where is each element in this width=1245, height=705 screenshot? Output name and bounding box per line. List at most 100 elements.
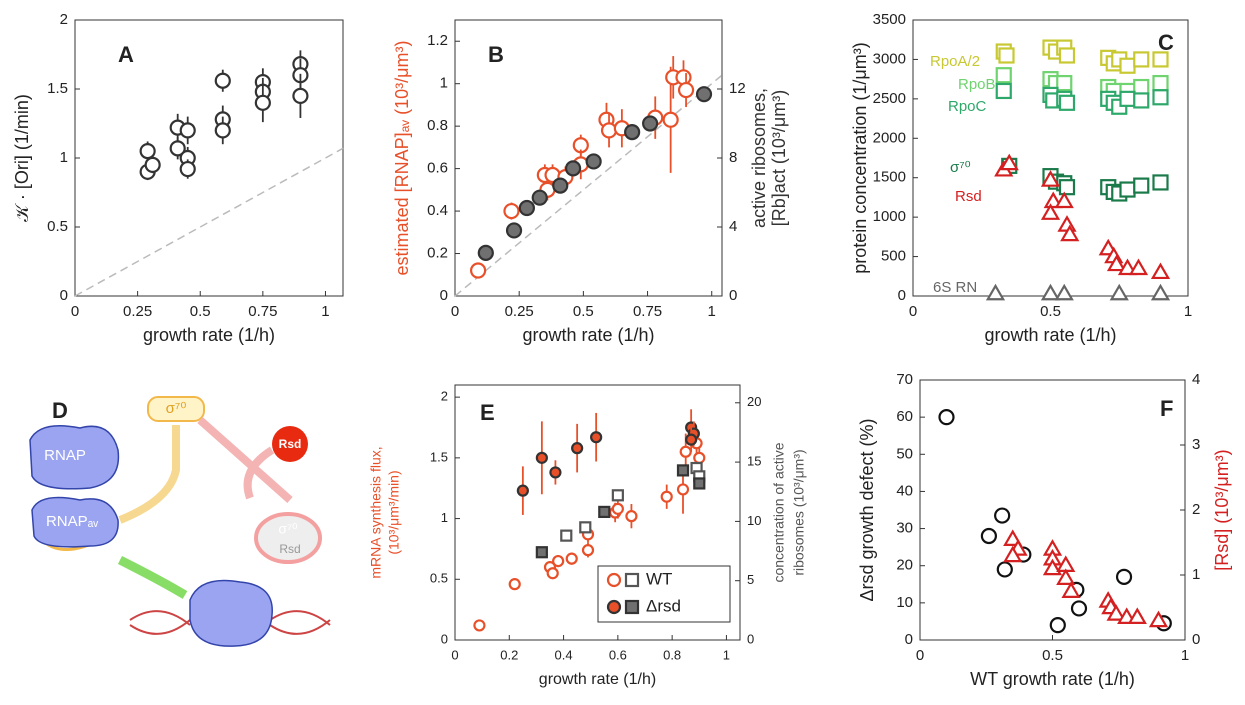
point <box>995 82 1012 100</box>
y2-tick-label: 3 <box>1192 436 1200 453</box>
panel-label: D <box>52 398 68 423</box>
x-tick-label: 0.75 <box>248 303 277 320</box>
point <box>998 47 1015 64</box>
y-axis-label: (10³/μm³/min) <box>386 470 402 554</box>
point <box>214 122 231 139</box>
y2-tick-label: 1 <box>1192 566 1200 583</box>
y2-tick-label: 5 <box>747 572 754 587</box>
point <box>1058 94 1076 111</box>
x-tick-label: 0.75 <box>633 303 662 320</box>
point <box>1060 224 1080 242</box>
arrow <box>117 555 188 599</box>
point <box>552 554 565 568</box>
series-label: σ⁷⁰ <box>950 159 971 176</box>
y2-axis-label: concentration of active <box>771 442 787 582</box>
legend-box <box>597 565 731 623</box>
axes-box <box>454 384 741 641</box>
sigma-label: σ⁷⁰ <box>166 400 187 417</box>
point <box>571 442 584 455</box>
y-tick-label: 10 <box>896 594 913 611</box>
point <box>1109 283 1129 301</box>
point <box>139 143 156 160</box>
x-tick-label: 0 <box>451 303 459 320</box>
x-axis-label: WT growth rate (1/h) <box>970 669 1135 689</box>
rnap-av-shape <box>31 496 119 548</box>
complex-rsd: Rsd <box>279 542 300 556</box>
x-axis-label: growth rate (1/h) <box>539 671 656 688</box>
point <box>1119 57 1136 74</box>
point <box>675 69 692 86</box>
complex-sigma: σ⁷⁰ <box>278 521 298 537</box>
point <box>1057 215 1077 232</box>
y-tick-label: 0 <box>441 631 448 646</box>
legend-marker <box>624 572 640 588</box>
point <box>144 156 161 173</box>
point <box>1115 568 1133 585</box>
x-tick-label: 1 <box>321 303 329 320</box>
panel-label: C <box>1158 30 1174 55</box>
point <box>214 72 231 89</box>
point <box>535 451 548 464</box>
point <box>1040 203 1061 220</box>
x-tick-label: 0.5 <box>1042 647 1063 664</box>
point <box>1148 610 1169 628</box>
point <box>579 521 592 534</box>
y-tick-label: 2 <box>441 389 448 404</box>
y-tick-label: 1.2 <box>427 32 448 49</box>
point <box>546 567 559 580</box>
y-tick-label: 1 <box>60 149 68 166</box>
point <box>1133 177 1150 194</box>
point <box>1056 74 1073 92</box>
point <box>585 153 602 170</box>
point <box>564 160 582 177</box>
point <box>1128 258 1149 276</box>
x-tick-label: 0.8 <box>663 647 681 662</box>
point <box>1150 262 1171 280</box>
point <box>169 140 186 157</box>
point <box>590 431 603 444</box>
panel-label: E <box>480 400 495 425</box>
spacer <box>119 104 141 111</box>
legend-label: WT <box>646 569 672 588</box>
y2-tick-label: 2 <box>1192 501 1200 518</box>
x-tick-label: 0.5 <box>190 303 211 320</box>
point <box>679 445 692 458</box>
point <box>473 619 486 632</box>
point <box>535 546 548 559</box>
x-tick-label: 0.5 <box>573 303 594 320</box>
point <box>470 262 487 279</box>
y2-tick-label: 15 <box>747 454 761 469</box>
point <box>179 122 196 139</box>
point <box>565 552 578 565</box>
y-tick-label: 3500 <box>873 11 906 28</box>
point <box>254 94 271 111</box>
y-axis-label: estimated [RNAP]ₐᵥ (10³/μm³) <box>392 41 412 276</box>
point <box>1049 617 1066 634</box>
x-tick-label: 0 <box>451 647 458 662</box>
point <box>695 86 713 103</box>
point <box>676 483 690 496</box>
y-tick-label: 0.8 <box>427 117 448 134</box>
point <box>625 510 638 523</box>
point <box>996 561 1013 578</box>
point <box>1152 74 1169 92</box>
rnap-av-label: RNAPₐᵥ <box>46 513 98 530</box>
dna <box>129 610 331 635</box>
point <box>179 160 196 178</box>
y-tick-label: 0.4 <box>427 202 448 219</box>
point <box>1119 181 1136 198</box>
point <box>1133 92 1150 109</box>
x-tick-label: 1 <box>723 647 730 662</box>
series-label: 6S RN <box>933 279 977 296</box>
diagonal <box>454 74 723 297</box>
rsd-label: Rsd <box>279 437 302 451</box>
rsd-circle <box>272 426 308 462</box>
y2-axis-label: ribosomes (10³/μm³) <box>791 449 807 575</box>
point <box>560 529 573 542</box>
y-tick-label: 2000 <box>873 129 906 146</box>
diagonal <box>74 147 344 297</box>
point <box>1003 545 1023 563</box>
y2-axis-label: [Rb]act (10³/μm³) <box>769 90 789 226</box>
point <box>1061 581 1081 598</box>
